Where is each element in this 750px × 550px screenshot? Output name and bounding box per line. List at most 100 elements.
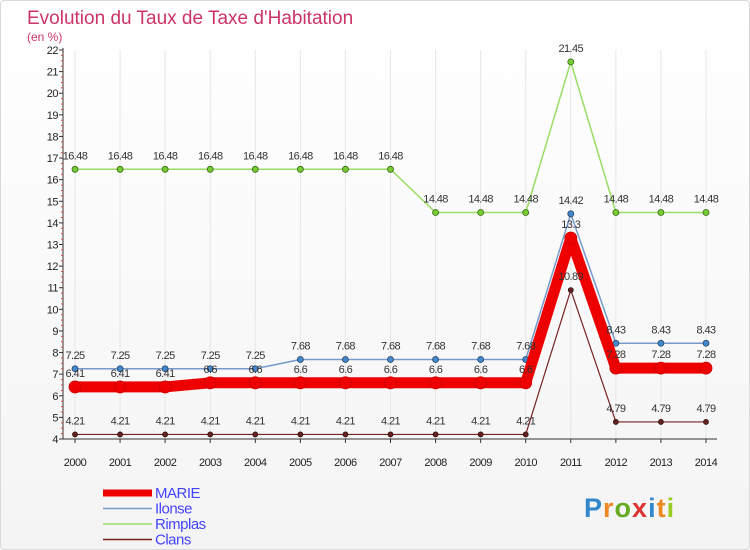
point-rimplas: [432, 209, 439, 216]
point-marie: [113, 380, 127, 394]
y-tick-label: 12: [47, 261, 59, 273]
data-label-ilonse: 7.68: [336, 340, 355, 352]
point-ilonse: [702, 339, 710, 347]
point-clans: [252, 431, 259, 438]
point-marie: [384, 376, 397, 390]
point-clans: [72, 431, 78, 438]
data-label-clans: 10.89: [559, 271, 584, 283]
data-label-ilonse: 7.68: [516, 340, 535, 352]
grid-layer: [74, 50, 707, 439]
y-tick-label: 10: [47, 304, 59, 316]
point-marie: [293, 376, 307, 390]
data-label-marie: 7.28: [651, 349, 670, 361]
point-marie: [609, 361, 623, 375]
y-tick-label: 9: [52, 326, 58, 338]
data-label-marie: 6.6: [429, 364, 443, 376]
data-label-rimplas: 16.48: [288, 150, 313, 162]
point-ilonse: [116, 365, 124, 373]
data-label-marie: 6.6: [339, 364, 353, 376]
legend-label-ilonse: Ilonse: [155, 501, 192, 518]
point-rimplas: [612, 209, 620, 216]
point-marie: [519, 376, 533, 390]
x-tick-label: 2011: [560, 457, 582, 469]
data-label-ilonse: 7.68: [381, 340, 400, 352]
point-marie: [339, 376, 352, 390]
point-ilonse: [251, 365, 259, 373]
data-label-ilonse: 7.68: [291, 340, 310, 352]
point-rimplas: [702, 209, 710, 216]
data-label-rimplas: 16.48: [108, 150, 133, 162]
data-label-rimplas: 16.48: [333, 150, 358, 162]
point-marie: [158, 380, 172, 394]
point-clans: [703, 419, 709, 425]
x-tick-label: 2002: [154, 457, 177, 469]
data-label-rimplas: 16.48: [153, 150, 178, 162]
point-marie: [474, 376, 488, 390]
axis-layer: 4 5 6 7 8 9 10 11 12 13 14 15 16 17 18 19 20 21 22 2000 2001…: [47, 45, 718, 469]
point-ilonse: [71, 365, 79, 373]
point-rimplas: [296, 165, 304, 173]
y-tick-label: 8: [52, 348, 58, 360]
data-label-marie: 6.41: [111, 368, 130, 380]
data-label-rimplas: 14.48: [468, 194, 493, 206]
point-clans: [658, 419, 664, 425]
point-marie: [564, 231, 578, 245]
logo-letter: i: [648, 493, 657, 523]
point-ilonse: [206, 365, 214, 373]
data-label-marie: 6.6: [203, 364, 217, 376]
point-ilonse: [432, 356, 439, 363]
data-label-rimplas: 21.45: [559, 43, 584, 55]
data-label-rimplas: 14.48: [423, 194, 448, 206]
logo-letter: i: [667, 493, 676, 523]
data-label-ilonse: 14.42: [559, 195, 584, 207]
point-clans: [567, 287, 574, 293]
x-tick-label: 2012: [605, 457, 628, 469]
data-label-marie: 6.6: [384, 364, 398, 376]
point-marie: [429, 376, 442, 390]
point-rimplas: [342, 165, 349, 173]
point-marie: [68, 380, 82, 394]
data-label-rimplas: 16.48: [198, 150, 223, 162]
point-marie: [654, 361, 668, 375]
data-label-clans: 4.21: [111, 415, 130, 427]
data-label-clans: 4.21: [471, 415, 490, 427]
x-tick-label: 2010: [514, 457, 537, 469]
data-label-marie: 6.41: [65, 368, 84, 380]
data-label-clans: 4.21: [156, 415, 175, 427]
data-label-clans: 4.79: [606, 403, 625, 415]
point-rimplas: [387, 165, 394, 173]
chart-subtitle: (en %): [27, 30, 62, 44]
y-tick-label: 4: [52, 434, 58, 446]
legend-label-rimplas: Rimplas: [155, 516, 206, 533]
point-rimplas: [161, 165, 169, 173]
y-tick-label: 22: [47, 45, 59, 57]
point-clans: [432, 431, 439, 438]
point-marie: [248, 376, 262, 390]
logo-letter: x: [632, 493, 648, 523]
data-label-clans: 4.79: [651, 403, 670, 415]
data-label-clans: 4.21: [291, 415, 310, 427]
point-ilonse: [296, 356, 304, 363]
y-tick-label: 17: [47, 153, 59, 165]
logo-letter: o: [615, 493, 633, 523]
chart-title: Evolution du Taux de Taxe d'Habitation: [27, 8, 353, 29]
data-label-marie: 6.41: [156, 368, 175, 380]
data-label-rimplas: 14.48: [513, 194, 538, 206]
data-label-clans: 4.21: [381, 415, 400, 427]
point-rimplas: [71, 165, 79, 173]
data-label-ilonse: 7.25: [156, 350, 175, 362]
logo-letter: t: [657, 493, 667, 523]
y-tick-label: 16: [47, 175, 59, 187]
x-tick-label: 2013: [650, 457, 673, 469]
logo-letter: r: [603, 493, 615, 523]
proxiti-logo: Proxiti: [584, 493, 676, 523]
point-rimplas: [522, 209, 530, 216]
point-ilonse: [657, 339, 665, 347]
data-label-clans: 4.21: [336, 415, 355, 427]
data-label-marie: 6.6: [294, 364, 308, 376]
data-label-ilonse: 7.25: [65, 350, 84, 362]
series-layer: [68, 58, 713, 438]
y-tick-label: 11: [48, 283, 59, 295]
